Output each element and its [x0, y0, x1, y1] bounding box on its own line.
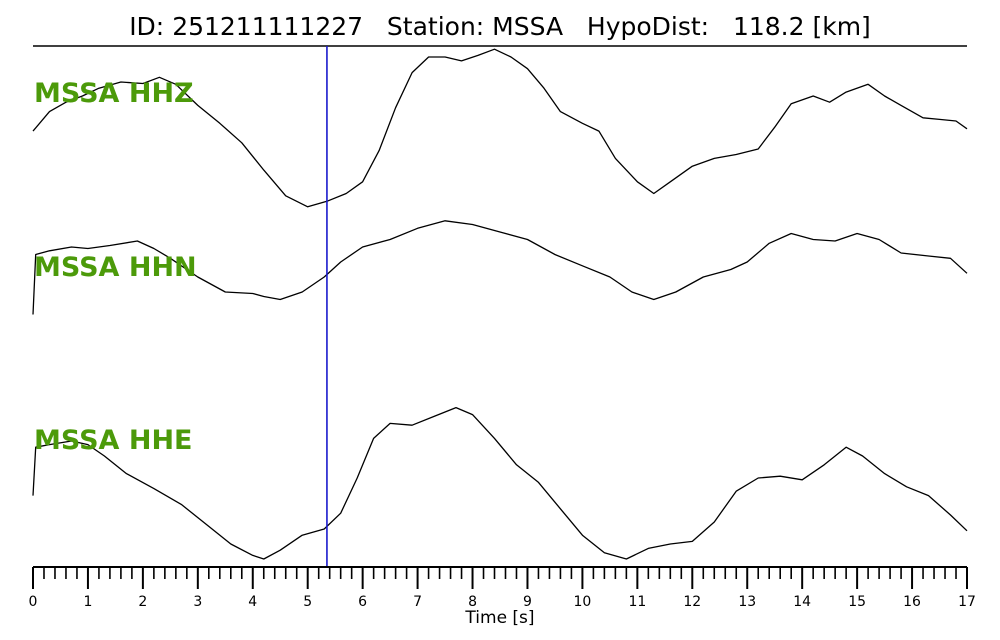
station-label: Station:: [387, 12, 484, 41]
trace-mssa-hhn: [32, 220, 968, 315]
figure-title: ID: 251211111227 Station: MSSA HypoDist:…: [129, 12, 871, 41]
x-tick-label: 15: [848, 594, 866, 610]
x-tick-label: 16: [903, 594, 921, 610]
x-tick-label: 5: [303, 594, 312, 610]
channel-label-mssa-hhz: MSSA HHZ: [34, 78, 194, 109]
x-tick-label: 6: [358, 594, 367, 610]
x-tick-label: 8: [468, 594, 477, 610]
trace-mssa-hhz: [32, 48, 968, 208]
x-tick-label: 12: [683, 594, 701, 610]
x-tick-label: 1: [83, 594, 92, 610]
x-tick-label: 9: [523, 594, 532, 610]
x-tick-label: 14: [793, 594, 811, 610]
x-tick-label: 4: [248, 594, 257, 610]
id-label: ID:: [129, 12, 164, 41]
channel-label-mssa-hhe: MSSA HHE: [34, 425, 192, 456]
x-tick-label: 13: [738, 594, 756, 610]
channel-labels: MSSA HHZ MSSA HHN MSSA HHE: [34, 78, 197, 456]
x-axis-label: Time [s]: [464, 608, 534, 628]
channel-label-mssa-hhn: MSSA HHN: [34, 252, 197, 283]
x-tick-label: 10: [573, 594, 591, 610]
x-tick-label: 0: [29, 594, 38, 610]
traces-group: [32, 48, 968, 560]
x-tick-label: 11: [628, 594, 646, 610]
event-id: 251211111227: [172, 12, 363, 41]
hypodist-value: 118.2 [km]: [733, 12, 871, 41]
x-tick-label: 17: [958, 594, 976, 610]
trace-mssa-hhe: [32, 406, 968, 560]
time-axis: 0 1 2 3 4 5 6 7 8 9 10 11 12 13 14 15 16 17: [29, 566, 976, 610]
x-tick-label: 3: [193, 594, 202, 610]
station-code: MSSA: [492, 12, 563, 41]
hypodist-label: HypoDist:: [587, 12, 709, 41]
x-tick-label: 2: [138, 594, 147, 610]
x-tick-label: 7: [413, 594, 422, 610]
